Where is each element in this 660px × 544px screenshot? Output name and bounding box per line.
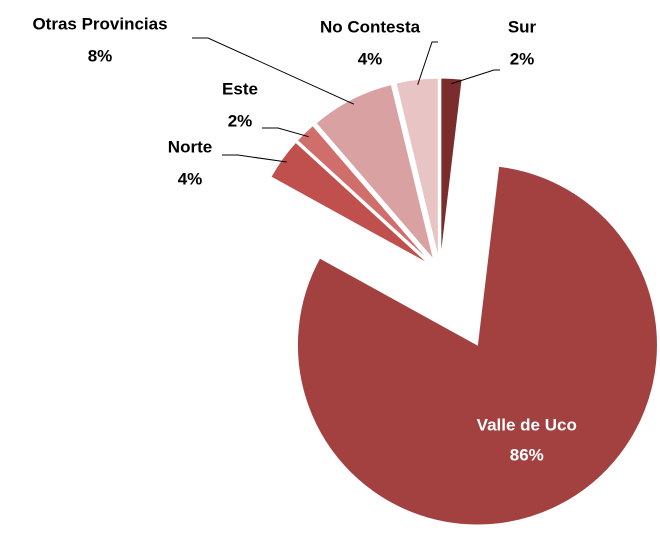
- slice-value-label: 4%: [178, 169, 203, 188]
- leader-line: [262, 127, 309, 138]
- slice-label: Este: [222, 79, 258, 98]
- pie-slice: [296, 165, 658, 526]
- pie-slice: [296, 124, 431, 263]
- leader-line: [417, 41, 438, 85]
- pie-slice: [395, 77, 439, 259]
- slice-label: Otras Provincias: [32, 14, 167, 33]
- leader-line: [192, 37, 355, 105]
- pie-slice: [270, 141, 429, 265]
- slice-value-label: 8%: [88, 46, 113, 65]
- leader-line: [451, 69, 500, 85]
- pie-slice: [315, 83, 435, 260]
- leader-line: [222, 154, 287, 163]
- slice-label: Valle de Uco: [477, 416, 577, 435]
- slice-value-label: 2%: [228, 111, 253, 130]
- slice-label: Norte: [168, 137, 212, 156]
- slice-label: No Contesta: [320, 17, 421, 36]
- slice-value-label: 86%: [510, 446, 544, 465]
- slice-value-label: 2%: [510, 49, 535, 68]
- slice-label: Sur: [508, 17, 537, 36]
- pie-slice: [440, 77, 463, 259]
- slice-value-label: 4%: [358, 49, 383, 68]
